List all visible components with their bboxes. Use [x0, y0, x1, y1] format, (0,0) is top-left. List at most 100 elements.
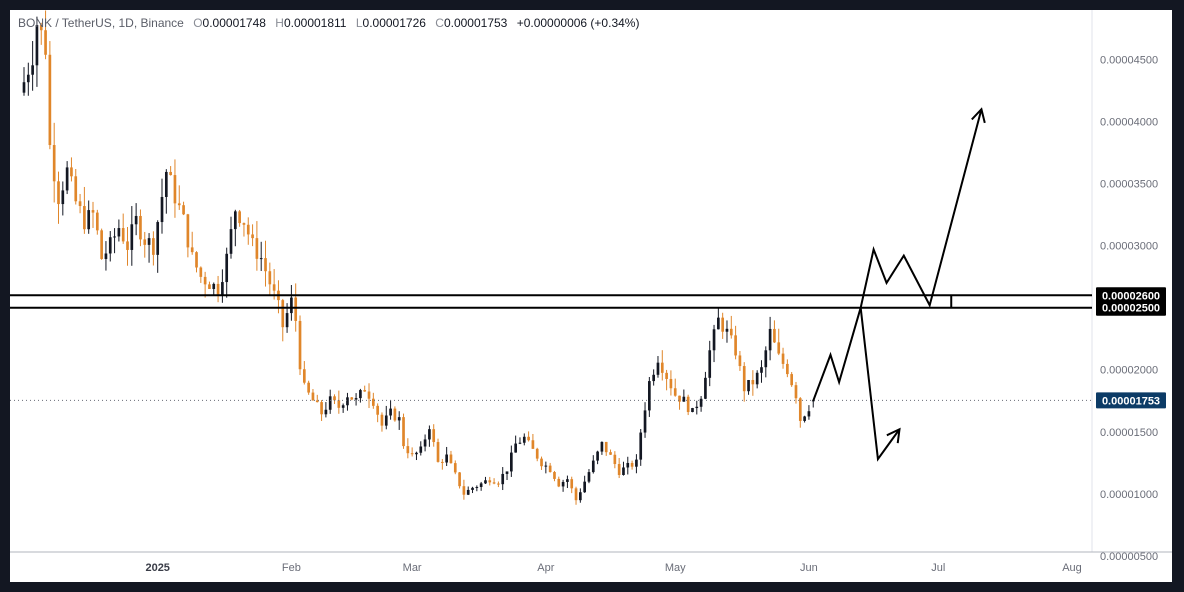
candle-body [721, 317, 725, 332]
candle-body [402, 417, 405, 447]
candle-body [617, 464, 621, 475]
candle-body [781, 353, 785, 364]
candle-body [449, 454, 453, 464]
candle-body [384, 415, 388, 426]
candle-body [216, 283, 220, 296]
candle-body [798, 398, 802, 421]
candle-body [113, 236, 116, 238]
high-label: H [275, 16, 284, 30]
candle-body [190, 247, 194, 253]
candle-body [182, 205, 185, 215]
candle-body [199, 267, 203, 277]
candle-body [768, 328, 772, 351]
candle-body [591, 460, 595, 473]
candle-body [717, 317, 720, 330]
candle-body [143, 239, 147, 245]
candle-body [742, 366, 746, 392]
candle-body [531, 440, 535, 449]
candle-body [346, 397, 349, 406]
x-tick-label: Feb [282, 562, 301, 574]
candle-body [570, 479, 574, 489]
candle-body [682, 396, 686, 402]
candle-body [436, 442, 440, 462]
x-tick-label: Jun [800, 562, 818, 574]
candle-body [544, 465, 548, 467]
candle-body [747, 380, 750, 392]
candle-body [492, 482, 496, 484]
candle-body [130, 224, 134, 250]
y-tick-label: 0.00000500 [1100, 551, 1158, 563]
candle-body [57, 181, 60, 205]
candle-body [70, 167, 73, 177]
candle-body [725, 328, 729, 332]
candle-body [246, 224, 250, 235]
candle-body [126, 241, 129, 250]
candle-body [561, 481, 565, 487]
candle-body [393, 408, 397, 421]
candle-body [453, 463, 457, 473]
candle-body [704, 377, 707, 399]
candle-body [359, 390, 362, 399]
candle-body [660, 362, 664, 373]
candle-body [186, 214, 190, 248]
candle-body [264, 258, 267, 272]
candle-body [466, 489, 470, 495]
candle-body [583, 481, 586, 493]
candle-body [445, 454, 448, 463]
candle-body [760, 367, 763, 373]
candle-body [475, 486, 479, 488]
candle-body [298, 320, 302, 370]
candle-body [117, 228, 121, 237]
last-price-tag: 0.00001753 [1102, 395, 1160, 407]
candle-body [462, 486, 466, 495]
candle-body [635, 459, 638, 467]
candle-body [410, 453, 414, 455]
candle-body [708, 350, 712, 378]
y-tick-label: 0.00001500 [1100, 427, 1158, 439]
candle-body [630, 462, 634, 467]
candle-body [285, 313, 289, 328]
open-label: O [193, 16, 203, 30]
candle-body [173, 175, 177, 204]
candle-body [397, 417, 401, 421]
candle-body [121, 228, 125, 242]
candle-body [48, 54, 52, 146]
candle-body [609, 452, 612, 455]
candle-body [458, 472, 461, 487]
candle-body [548, 465, 552, 473]
candle-body [505, 471, 509, 474]
candle-body [790, 374, 794, 386]
candle-body [432, 429, 436, 443]
candle-body [712, 329, 716, 351]
bullish-path [812, 108, 983, 402]
candle-body [553, 472, 556, 479]
y-tick-label: 0.00002000 [1100, 365, 1158, 377]
candle-body [87, 210, 91, 230]
candle-body [678, 395, 681, 402]
candle-body [527, 436, 530, 441]
candle-body [272, 284, 276, 291]
candle-body [341, 405, 345, 408]
candle-body [691, 408, 694, 413]
candle-body [164, 171, 168, 197]
symbol-title[interactable]: BONK / TetherUS, 1D, Binance [18, 16, 184, 30]
candle-body [514, 443, 517, 453]
candle-body [221, 282, 224, 296]
candle-body [600, 441, 604, 452]
candle-body [108, 237, 112, 254]
candle-body [380, 414, 384, 426]
candle-body [147, 238, 151, 245]
candle-body [803, 416, 806, 421]
candle-body [522, 436, 526, 443]
level-price-tag: 0.00002600 [1102, 290, 1160, 302]
level-price-tag: 0.00002500 [1102, 303, 1160, 315]
candle-body [596, 451, 599, 461]
candle-body [290, 297, 293, 314]
candle-body [535, 448, 539, 459]
candle-body [751, 380, 755, 385]
candle-body [26, 74, 30, 83]
bearish-path [859, 307, 901, 462]
ohlc-header: BONK / TetherUS, 1D, Binance O0.00001748… [18, 16, 639, 30]
candle-body [324, 409, 328, 415]
y-tick-label: 0.00004000 [1100, 117, 1158, 129]
